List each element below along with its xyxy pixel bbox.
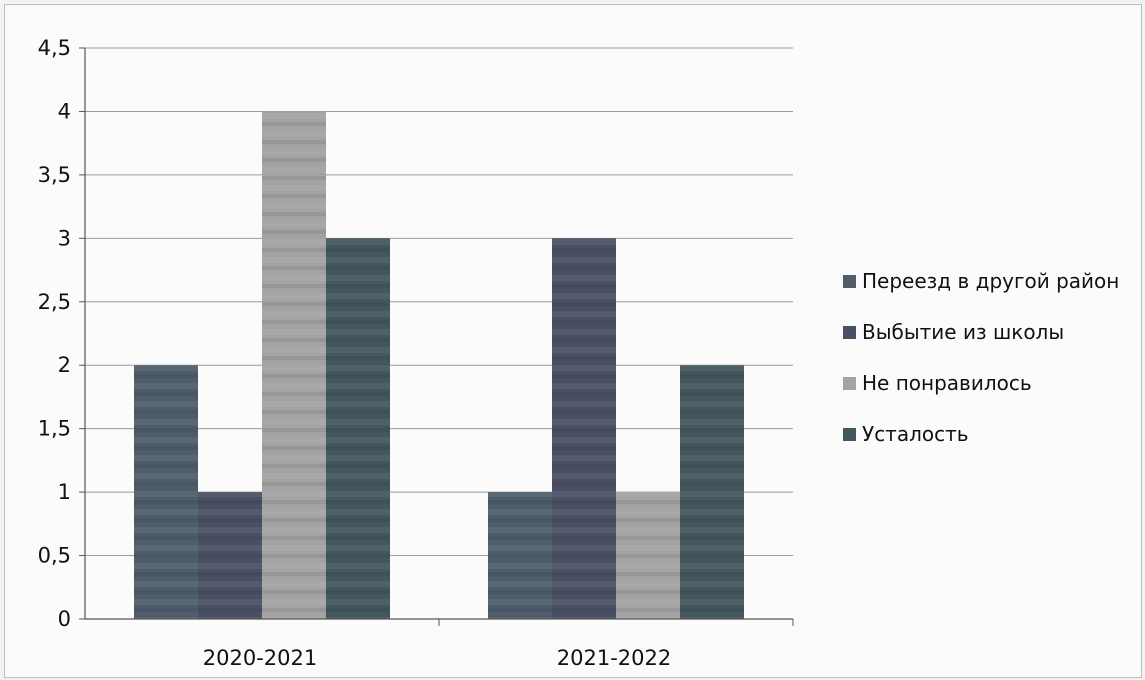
bar-texture — [326, 238, 390, 620]
y-tick-label: 4,5 — [38, 36, 71, 60]
y-tick-label: 2,5 — [38, 290, 71, 314]
chart-frame: 0 0,5 1 1,5 2 2,5 3 3,5 4 4,5 2020-2021 2021-2022 П… — [4, 4, 1142, 678]
legend-swatch — [843, 376, 856, 390]
bar-texture — [616, 492, 680, 619]
legend-swatch — [843, 427, 856, 441]
legend-item: Выбытие из школы — [843, 319, 1119, 345]
x-tick-label: 2021-2022 — [557, 646, 671, 670]
y-tick-label: 0,5 — [38, 544, 71, 568]
bar-texture — [552, 238, 616, 620]
bar-texture — [680, 365, 744, 619]
y-tick-label: 2 — [58, 353, 71, 377]
y-tick-label: 3,5 — [38, 163, 71, 187]
y-tick-label: 4 — [58, 99, 71, 123]
bar-texture — [198, 492, 262, 619]
legend-item: Не понравилось — [843, 370, 1119, 396]
legend-label: Выбытие из школы — [862, 320, 1065, 344]
bar-texture — [262, 111, 326, 619]
legend-item: Усталость — [843, 421, 1119, 447]
legend-label: Переезд в другой район — [862, 269, 1120, 293]
bar-texture — [488, 492, 552, 619]
y-tick-label: 3 — [58, 226, 71, 250]
legend-swatch — [843, 325, 856, 339]
bar-chart: 0 0,5 1 1,5 2 2,5 3 3,5 4 4,5 2020-2021 2021-2022 — [38, 36, 794, 670]
chart-legend: Переезд в другой район Выбытие из школы … — [843, 268, 1119, 472]
x-tick-label: 2020-2021 — [203, 646, 317, 670]
y-tick-label: 1 — [58, 480, 71, 504]
legend-label: Не понравилось — [862, 371, 1032, 395]
legend-item: Переезд в другой район — [843, 268, 1119, 294]
y-tick-label: 1,5 — [38, 417, 71, 441]
legend-label: Усталость — [862, 422, 969, 446]
y-tick-label: 0 — [58, 607, 71, 631]
legend-swatch — [843, 274, 856, 288]
bar-texture — [134, 365, 198, 619]
